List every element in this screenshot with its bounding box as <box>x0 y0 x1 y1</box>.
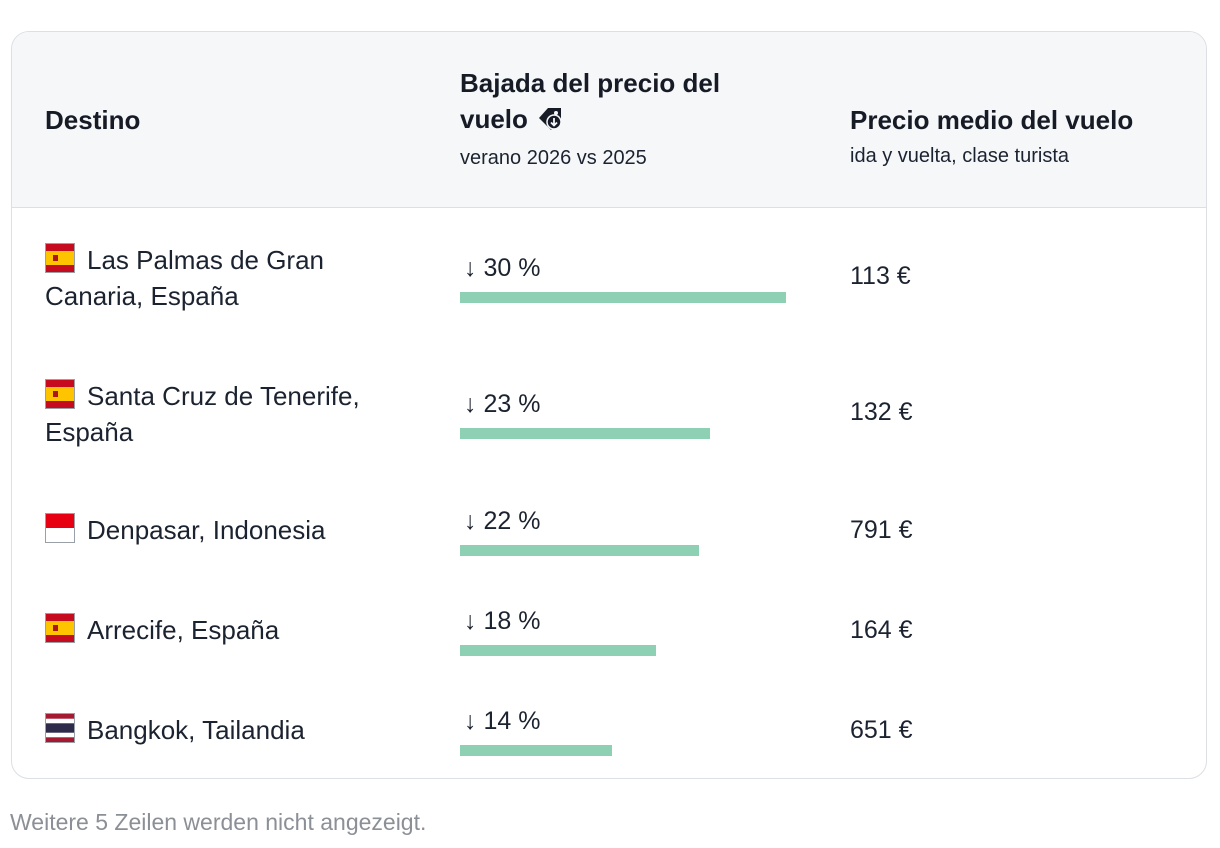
destination-cell: Las Palmas de Gran Canaria, España <box>45 242 385 314</box>
average-price: 113 € <box>850 262 911 290</box>
header-destination: Destino <box>45 105 141 135</box>
drop-percent: ↓ 22 % <box>464 507 541 535</box>
spain-flag-icon <box>45 613 75 643</box>
drop-percent: ↓ 23 % <box>464 390 541 418</box>
table-row: Las Palmas de Gran Canaria, España ↓ 30 … <box>12 208 1206 344</box>
average-price: 164 € <box>850 616 913 644</box>
destination-cell: Bangkok, Tailandia <box>45 712 385 748</box>
drop-percent: ↓ 18 % <box>464 607 541 635</box>
drop-percent: ↓ 14 % <box>464 707 541 735</box>
destination-name: Arrecife, España <box>87 615 280 645</box>
table-row: Arrecife, España ↓ 18 % 164 € <box>12 580 1206 680</box>
spain-flag-icon <box>45 379 75 409</box>
destination-cell: Denpasar, Indonesia <box>45 512 385 548</box>
header-price: Precio medio del vuelo ida y vuelta, cla… <box>850 102 1133 170</box>
drop-bar <box>460 292 786 303</box>
drop-bar-track <box>460 428 786 439</box>
drop-bar <box>460 428 710 439</box>
destination-name: Santa Cruz de Tenerife, España <box>45 381 360 447</box>
destination-name: Las Palmas de Gran Canaria, España <box>45 245 325 311</box>
drop-bar <box>460 745 612 756</box>
drop-bar-track <box>460 645 786 656</box>
table-row: Denpasar, Indonesia ↓ 22 % 791 € <box>12 480 1206 580</box>
header-drop-title-text: Bajada del precio del vuelo <box>460 68 721 134</box>
header-drop: Bajada del precio del vuelo verano 2026 … <box>460 65 790 172</box>
spain-flag-icon <box>45 243 75 273</box>
drop-percent: ↓ 30 % <box>464 254 541 282</box>
drop-bar-track <box>460 745 786 756</box>
thailand-flag-icon <box>45 713 75 743</box>
drop-bar-track <box>460 292 786 303</box>
drop-bar <box>460 545 699 556</box>
drop-bar <box>460 645 656 656</box>
destination-name: Bangkok, Tailandia <box>87 715 305 745</box>
header-drop-subtitle: verano 2026 vs 2025 <box>460 147 647 169</box>
header-price-title: Precio medio del vuelo <box>850 105 1134 135</box>
destination-name: Denpasar, Indonesia <box>87 515 326 545</box>
data-table: Destino Bajada del precio del vuelo vera… <box>11 31 1207 779</box>
table-row: Santa Cruz de Tenerife, España ↓ 23 % 13… <box>12 344 1206 480</box>
hidden-rows-note: Weitere 5 Zeilen werden nicht angezeigt. <box>10 809 427 835</box>
indonesia-flag-icon <box>45 513 75 543</box>
price-tag-down-icon <box>537 104 565 140</box>
destination-cell: Arrecife, España <box>45 612 385 648</box>
table-row: Bangkok, Tailandia ↓ 14 % 651 € <box>12 680 1206 778</box>
destination-cell: Santa Cruz de Tenerife, España <box>45 378 385 450</box>
average-price: 791 € <box>850 516 913 544</box>
drop-bar-track <box>460 545 786 556</box>
header-price-subtitle: ida y vuelta, clase turista <box>850 145 1069 167</box>
average-price: 651 € <box>850 716 913 744</box>
table-header: Destino Bajada del precio del vuelo vera… <box>12 32 1206 208</box>
average-price: 132 € <box>850 398 913 426</box>
header-drop-title: Bajada del precio del vuelo <box>460 65 790 140</box>
